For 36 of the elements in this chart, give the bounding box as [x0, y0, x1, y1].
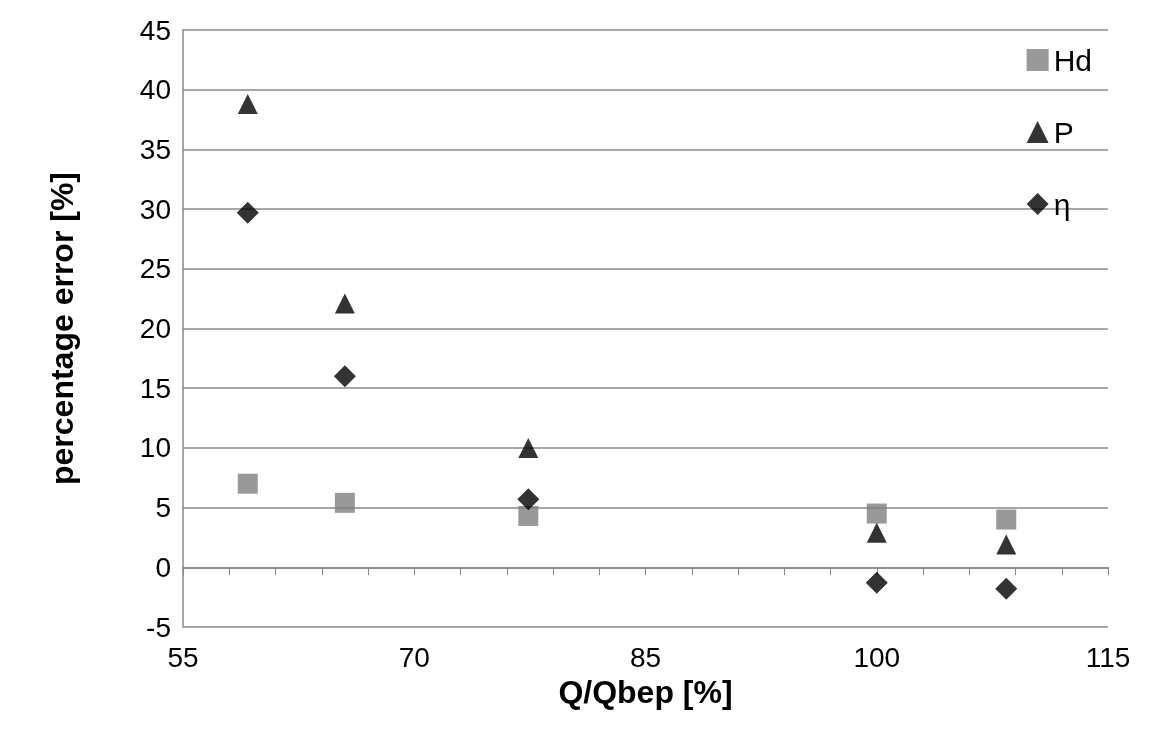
point	[996, 509, 1017, 530]
x-axis-title: Q/Qbep [%]	[558, 673, 733, 710]
x-tick-label: 100	[853, 641, 901, 673]
y-tick-label: 15	[139, 372, 171, 404]
y-tick-label: 20	[139, 313, 171, 344]
point	[996, 534, 1017, 555]
point	[237, 473, 258, 494]
y-tick-label: 30	[139, 193, 171, 225]
y-tick-label: 35	[139, 133, 171, 165]
x-tick-label: 85	[629, 641, 662, 673]
legend-label: η	[1053, 187, 1071, 221]
point	[237, 94, 258, 115]
point	[333, 365, 356, 388]
point	[866, 522, 887, 543]
y-tick-label: 45	[139, 14, 171, 46]
point	[518, 505, 539, 526]
y-tick-label: 25	[139, 253, 171, 285]
point	[334, 492, 355, 513]
y-tick-label: 5	[155, 492, 171, 524]
point	[518, 437, 539, 458]
y-tick-label: 10	[139, 432, 171, 464]
point	[334, 293, 355, 314]
y-tick-label: 40	[139, 74, 171, 106]
point	[236, 201, 259, 224]
x-tick-label: 70	[398, 641, 430, 673]
x-tick-label: 115	[1085, 641, 1131, 673]
x-tick-label: 55	[167, 641, 199, 673]
y-axis-title: percentage error [%]	[44, 172, 80, 485]
point	[995, 577, 1018, 600]
point	[866, 503, 887, 524]
y-tick-label: 0	[155, 551, 171, 583]
legend-label: Hd	[1053, 43, 1093, 77]
legend-label: P	[1053, 115, 1074, 149]
point	[865, 571, 888, 594]
y-tick-label: -5	[146, 611, 171, 643]
point	[517, 488, 540, 511]
